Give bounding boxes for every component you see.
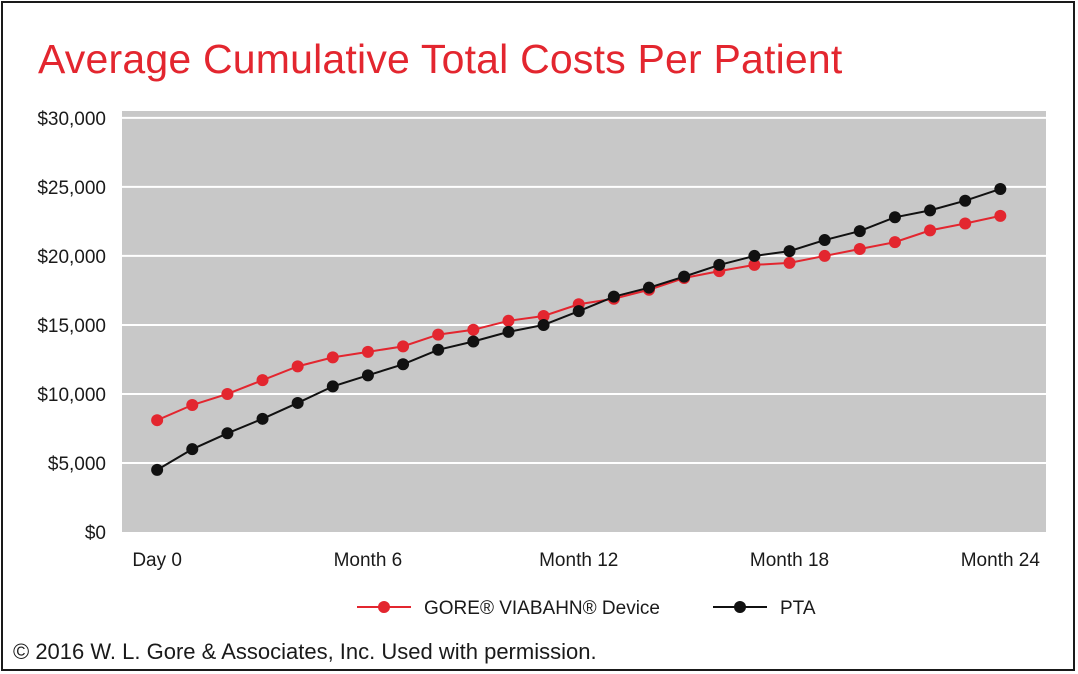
data-point	[678, 270, 691, 283]
data-point	[713, 258, 726, 271]
data-point	[537, 309, 550, 322]
data-point	[326, 380, 339, 393]
legend-item: GORE® VIABAHN® Device	[357, 598, 660, 619]
data-point	[326, 351, 339, 364]
data-point	[291, 396, 304, 409]
y-tick-label: $15,000	[37, 316, 106, 337]
y-tick-label: $5,000	[48, 454, 106, 475]
data-point	[397, 358, 410, 371]
gridlines	[122, 116, 1046, 464]
data-point	[502, 314, 515, 327]
x-tick-label: Day 0	[132, 550, 182, 571]
data-series	[151, 182, 1007, 476]
data-point	[853, 225, 866, 238]
data-point	[151, 414, 164, 427]
data-point	[537, 318, 550, 331]
x-tick-label: Month 24	[961, 550, 1041, 571]
data-point	[221, 387, 234, 400]
y-tick-label: $30,000	[37, 109, 106, 130]
y-tick-label: $0	[85, 523, 106, 544]
y-tick-label: $10,000	[37, 385, 106, 406]
data-point	[432, 343, 445, 356]
data-point	[467, 335, 480, 348]
data-point	[361, 345, 374, 358]
data-point	[818, 234, 831, 247]
legend-label: GORE® VIABAHN® Device	[424, 598, 660, 619]
data-point	[994, 182, 1007, 195]
data-point	[502, 325, 515, 338]
data-point	[256, 374, 269, 387]
data-point	[572, 305, 585, 318]
data-point	[291, 360, 304, 373]
legend: GORE® VIABAHN® Device PTA	[357, 598, 816, 619]
data-point	[221, 427, 234, 440]
data-point	[151, 463, 164, 476]
data-point	[924, 204, 937, 217]
x-axis-tick-labels: Day 0 Month 6 Month 12 Month 18 Month 24	[132, 550, 1040, 571]
copyright-notice: © 2016 W. L. Gore & Associates, Inc. Use…	[13, 639, 597, 664]
data-point	[959, 217, 972, 230]
data-point	[748, 258, 761, 271]
data-point	[397, 340, 410, 353]
data-point	[924, 224, 937, 237]
legend-item: PTA	[713, 598, 816, 619]
data-point	[748, 249, 761, 262]
chart-title: Average Cumulative Total Costs Per Patie…	[38, 36, 843, 82]
series-pta	[151, 182, 1007, 476]
data-point	[783, 256, 796, 269]
data-point	[642, 281, 655, 294]
data-point	[853, 243, 866, 256]
data-point	[607, 290, 620, 303]
data-point	[432, 328, 445, 341]
y-axis-tick-labels: $0 $5,000 $10,000 $15,000 $20,000 $25,000 $30,…	[37, 109, 106, 544]
data-point	[186, 443, 199, 456]
data-point	[959, 194, 972, 207]
data-point	[361, 369, 374, 382]
y-tick-label: $20,000	[37, 247, 106, 268]
legend-marker	[378, 601, 390, 613]
data-point	[888, 236, 901, 249]
data-point	[186, 399, 199, 412]
legend-label: PTA	[780, 598, 816, 619]
x-tick-label: Month 12	[539, 550, 618, 571]
plot-area	[122, 111, 1046, 532]
x-tick-label: Month 18	[750, 550, 829, 571]
legend-marker	[734, 601, 746, 613]
x-tick-label: Month 6	[334, 550, 403, 571]
data-point	[818, 249, 831, 262]
data-point	[467, 323, 480, 336]
data-point	[783, 245, 796, 258]
data-point	[994, 209, 1007, 222]
data-point	[888, 211, 901, 224]
data-point	[256, 412, 269, 425]
y-tick-label: $25,000	[37, 178, 106, 199]
